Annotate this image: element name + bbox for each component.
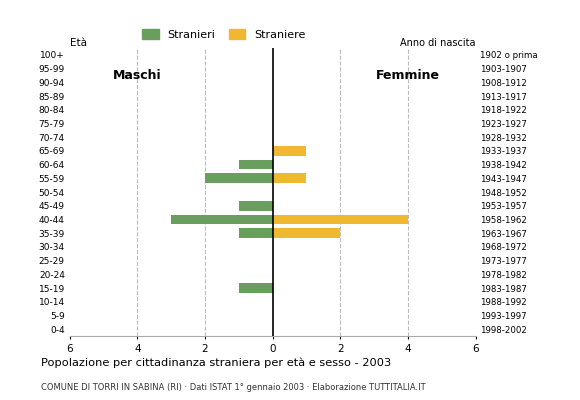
Text: Maschi: Maschi [113,69,162,82]
Bar [239,201,273,210]
Legend: Stranieri, Straniere: Stranieri, Straniere [137,25,310,44]
Bar [273,174,306,183]
Bar [205,174,273,183]
Bar [171,215,273,224]
Bar [273,146,306,156]
Text: Popolazione per cittadinanza straniera per età e sesso - 2003: Popolazione per cittadinanza straniera p… [41,358,391,368]
Bar [273,215,408,224]
Text: Anno di nascita: Anno di nascita [400,38,476,48]
Bar [273,228,340,238]
Bar [239,283,273,293]
Bar [239,228,273,238]
Bar [239,160,273,169]
Text: Età: Età [70,38,86,48]
Text: Femmine: Femmine [376,69,440,82]
Text: COMUNE DI TORRI IN SABINA (RI) · Dati ISTAT 1° gennaio 2003 · Elaborazione TUTTI: COMUNE DI TORRI IN SABINA (RI) · Dati IS… [41,383,425,392]
